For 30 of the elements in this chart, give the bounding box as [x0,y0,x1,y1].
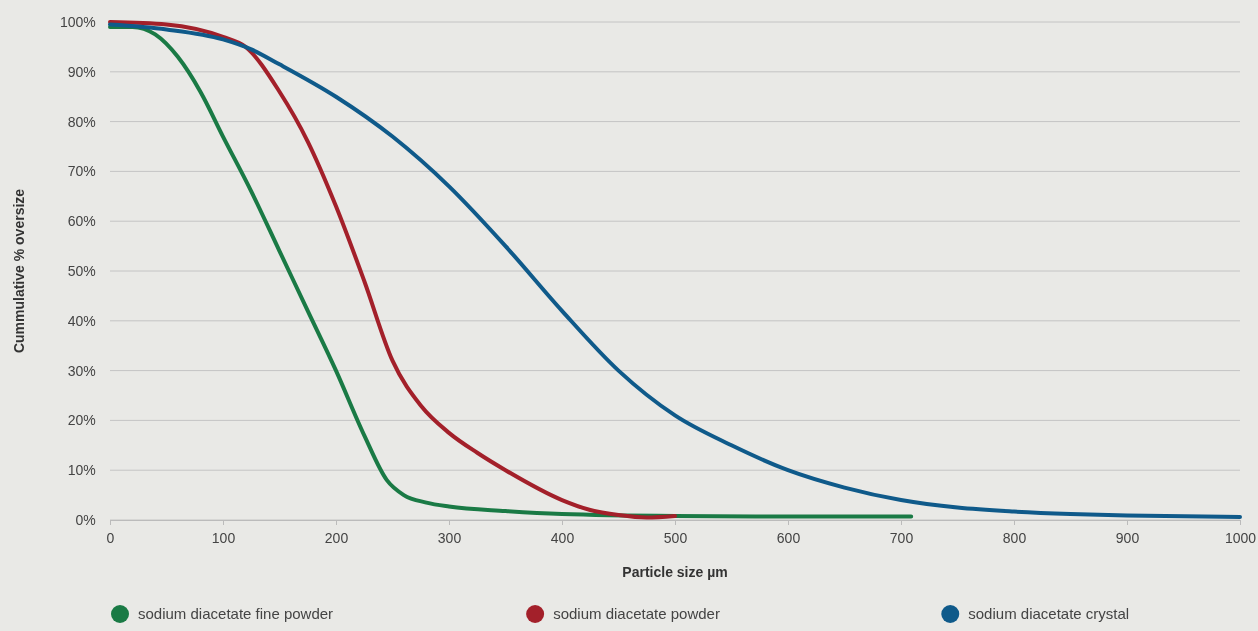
y-tick-label: 30% [67,362,96,379]
x-tick-label: 900 [1115,530,1140,547]
x-axis-title: Particle size µm [622,564,728,580]
x-tick-label: 0 [106,530,115,547]
y-tick-label: 60% [67,213,96,230]
y-tick-label: 50% [67,262,96,279]
legend-label: sodium diacetate fine powder [138,605,334,622]
legend-label: sodium diacetate crystal [968,605,1130,622]
y-tick-label: 90% [67,63,96,80]
x-tick-label: 600 [776,530,801,547]
line-series [108,20,677,520]
y-tick-label: 0% [75,511,96,528]
y-tick-label: 100% [59,13,96,30]
x-tick-label: 200 [324,530,349,547]
y-tick-label: 40% [67,312,96,329]
x-tick-label: 700 [889,530,914,547]
x-tick-label: 400 [550,530,575,547]
line-series [108,22,1242,520]
x-tick-label: 100 [211,530,236,547]
x-tick-label: 300 [437,530,462,547]
x-tick-label: 500 [663,530,688,547]
y-tick-label: 70% [67,163,96,180]
y-tick-label: 80% [67,113,96,130]
legend-label: sodium diacetate powder [553,605,720,622]
y-tick-label: 20% [67,412,96,429]
x-tick-label: 800 [1002,530,1027,547]
line-series [108,24,914,519]
x-tick-label: 1000 [1224,530,1257,547]
y-axis-title: Cummulative % oversize [11,188,27,354]
y-tick-label: 10% [67,462,96,479]
